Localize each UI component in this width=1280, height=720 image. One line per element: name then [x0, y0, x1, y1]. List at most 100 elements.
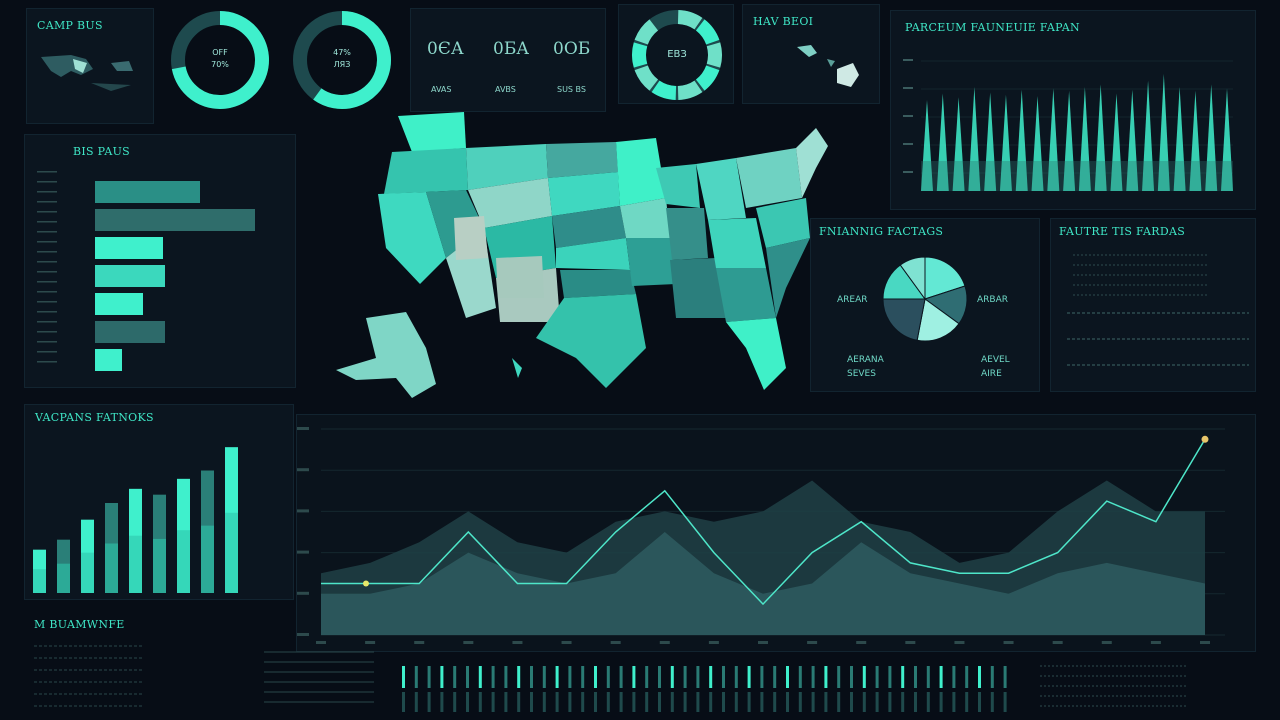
area-x-tick	[708, 641, 719, 644]
ring-fill	[171, 11, 269, 109]
strip-tick	[824, 666, 828, 688]
donut-segment	[695, 65, 720, 91]
area-line	[321, 438, 1206, 606]
vbar-segment	[177, 530, 190, 593]
strip-tick	[760, 692, 764, 712]
donut-segment	[651, 80, 677, 100]
area-x-tick	[414, 641, 425, 644]
hbar-tick	[37, 211, 57, 213]
strip-tick	[530, 666, 533, 688]
strip-tick	[914, 692, 917, 712]
area-x-tick	[1150, 641, 1161, 644]
vbar-segment	[57, 563, 70, 593]
strip-tick	[1003, 692, 1007, 712]
spike-bar	[1126, 89, 1139, 191]
rings-panel: OFF 70% 47% ЛЯЗ	[160, 8, 400, 124]
stat-2-label: AVBS	[495, 85, 516, 94]
list-panel: FAUTRE TIS FARDAS	[1050, 218, 1256, 392]
strip-tick	[440, 666, 444, 688]
strip-tick	[530, 692, 533, 712]
strip-tick	[568, 692, 572, 712]
hbar-tick	[37, 171, 57, 173]
strip-tick	[696, 692, 700, 712]
donut-segment	[706, 42, 722, 68]
bottom-right-lines	[1040, 665, 1186, 707]
strip-tick	[862, 666, 866, 688]
area-x-tick	[316, 641, 326, 644]
hbar-tick	[37, 301, 57, 303]
stat-3-value: 0ОБ	[553, 39, 591, 59]
area-start-point	[363, 580, 369, 587]
hbar-tick	[37, 281, 57, 283]
strip-tick	[491, 692, 495, 712]
spike-bar	[1031, 96, 1044, 191]
donut-segment	[677, 80, 703, 100]
spike-bar	[952, 97, 965, 191]
donut-segment	[632, 42, 648, 68]
strip-tick	[478, 666, 482, 688]
strip-tick	[440, 692, 444, 712]
area-x-tick	[561, 641, 572, 644]
area-x-tick	[659, 641, 670, 644]
pie-slice	[882, 298, 926, 341]
donut-segment	[634, 65, 659, 91]
hbar-tick	[37, 331, 57, 333]
area-x-tick	[856, 641, 867, 644]
hbar-tick	[37, 181, 57, 183]
us-map	[336, 112, 828, 398]
strip-tick	[926, 666, 930, 688]
strip-tick	[773, 666, 777, 688]
strip-tick	[734, 666, 738, 688]
spike-bar	[1157, 74, 1170, 191]
area-y-tick	[297, 550, 309, 554]
strip-tick	[581, 666, 585, 688]
strip-tick	[517, 692, 521, 712]
strip-tick	[581, 692, 585, 712]
strip-tick	[568, 666, 572, 688]
header-panel-title: CAMP BUS	[37, 19, 103, 32]
strip-tick	[990, 692, 994, 712]
strip-tick	[517, 666, 521, 688]
strip-tick	[786, 666, 789, 688]
spike-tick-label	[903, 87, 913, 89]
spike-bar	[1015, 89, 1028, 191]
area-x-tick	[1200, 641, 1210, 644]
strip-tick	[734, 692, 738, 712]
strip-tick	[850, 666, 853, 688]
area-chart-panel	[296, 414, 1256, 652]
area-y-tick	[297, 427, 309, 430]
hbar-tick	[37, 231, 57, 233]
spike-tick-label	[903, 115, 913, 117]
hbar-tick	[37, 261, 57, 263]
region-panel: HAV BEOI	[742, 4, 880, 104]
strip-tick	[555, 692, 559, 712]
strip-tick	[837, 666, 841, 688]
strip-tick	[798, 692, 802, 712]
strip-tick	[658, 666, 661, 688]
ring-fill	[313, 11, 391, 109]
hbar-tick	[37, 251, 57, 253]
hbar-tick	[37, 351, 57, 353]
header-panel: CAMP BUS	[26, 8, 154, 124]
ring-2-line2: ЛЯЗ	[333, 60, 351, 69]
vbar-segment	[33, 569, 46, 593]
spike-bar	[984, 92, 997, 191]
strip-tick	[466, 692, 469, 712]
area-end-point	[1201, 435, 1209, 443]
hbar-bar	[95, 321, 165, 343]
spike-tick-label	[903, 59, 913, 61]
strip-tick	[978, 666, 981, 688]
hawaii	[512, 358, 522, 378]
strip-tick	[670, 692, 674, 712]
spike-tick-label	[903, 171, 913, 173]
strip-tick	[837, 692, 841, 712]
spike-bar	[999, 94, 1012, 191]
donut-segment	[677, 10, 703, 30]
strip-tick	[491, 666, 495, 688]
ring-gauges	[171, 11, 391, 109]
strip-tick	[683, 692, 687, 712]
strip-tick	[824, 692, 828, 712]
vbar-segment	[201, 525, 214, 593]
area-x-tick	[807, 641, 818, 644]
spike-base	[921, 161, 1233, 191]
